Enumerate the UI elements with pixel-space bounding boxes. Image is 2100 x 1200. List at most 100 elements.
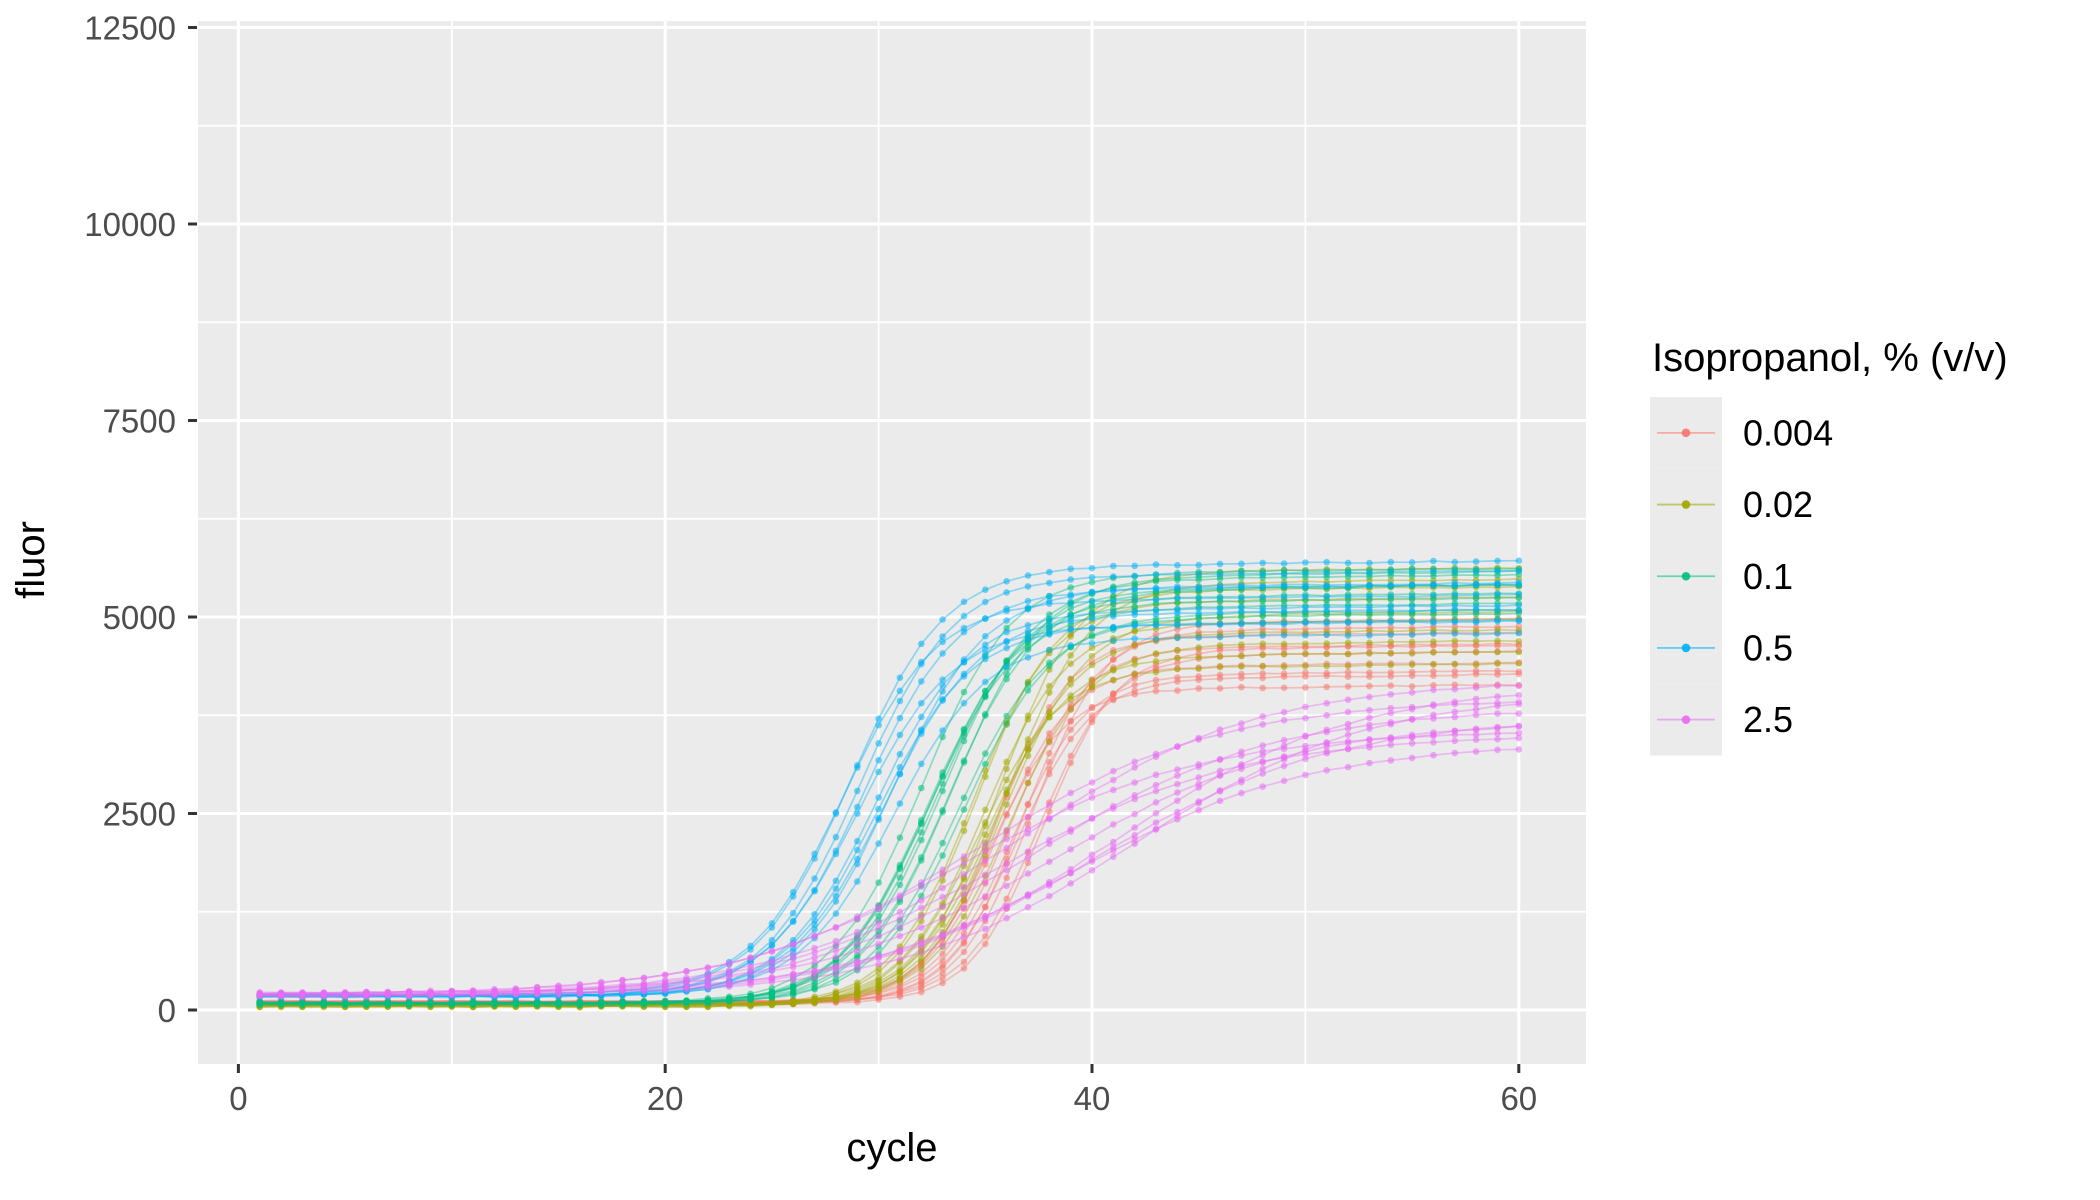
data-point-0.004 <box>1280 673 1288 680</box>
data-point-0.02 <box>1174 654 1181 662</box>
data-point-0.5 <box>1088 564 1096 572</box>
data-point-2.5 <box>982 847 989 855</box>
y-tick-label: 0 <box>158 992 176 1029</box>
data-point-2.5 <box>1195 763 1202 771</box>
data-point-2.5 <box>1387 704 1395 712</box>
legend-item-label: 0.1 <box>1743 556 1793 597</box>
data-point-0.004 <box>1323 683 1330 691</box>
data-point-2.5 <box>1003 914 1010 922</box>
data-point-0.02 <box>1344 639 1352 646</box>
data-point-0.5 <box>896 731 904 739</box>
data-point-0.5 <box>875 757 882 764</box>
data-point-2.5 <box>683 968 690 975</box>
y-tick-label: 10000 <box>84 206 176 243</box>
data-point-0.004 <box>939 950 946 958</box>
data-point-0.5 <box>939 697 946 704</box>
data-point-2.5 <box>1451 749 1459 757</box>
amplification-curve-line-0.02 <box>259 628 1519 1006</box>
data-point-2.5 <box>320 992 328 1000</box>
data-point-2.5 <box>1131 779 1138 786</box>
data-point-0.5 <box>1515 578 1523 586</box>
data-point-0.5 <box>1174 583 1181 590</box>
data-point-2.5 <box>1302 703 1309 711</box>
data-point-2.5 <box>1366 693 1373 701</box>
data-point-0.5 <box>1472 558 1480 565</box>
data-point-2.5 <box>960 891 968 898</box>
amplification-curve-line-2.5 <box>259 725 1519 995</box>
data-point-0.004 <box>939 957 946 964</box>
data-point-0.5 <box>1152 635 1160 643</box>
data-point-2.5 <box>918 924 925 931</box>
data-point-0.5 <box>1110 573 1117 580</box>
data-point-2.5 <box>1323 767 1330 774</box>
data-point-0.004 <box>1259 684 1266 692</box>
data-point-0.02 <box>1515 660 1523 667</box>
amplification-curve-line-0.1 <box>259 573 1519 1004</box>
data-point-0.02 <box>982 806 989 814</box>
data-point-0.02 <box>1003 801 1010 808</box>
data-point-2.5 <box>341 992 349 1000</box>
panel-background <box>198 21 1586 1064</box>
data-point-2.5 <box>1515 729 1523 737</box>
data-point-0.02 <box>1024 746 1032 753</box>
data-point-0.004 <box>1216 675 1224 682</box>
data-point-0.5 <box>1003 589 1010 596</box>
data-point-0.5 <box>1174 571 1181 578</box>
data-point-0.5 <box>939 638 946 646</box>
data-point-2.5 <box>1344 708 1352 716</box>
data-point-2.5 <box>576 990 584 997</box>
data-point-2.5 <box>1152 799 1160 806</box>
data-point-0.1 <box>939 780 946 788</box>
data-point-0.02 <box>1494 660 1501 667</box>
data-point-0.5 <box>1408 607 1416 615</box>
data-point-2.5 <box>1238 720 1245 727</box>
data-point-2.5 <box>789 970 797 978</box>
data-point-0.5 <box>875 840 882 847</box>
data-point-0.004 <box>960 948 968 956</box>
data-point-0.004 <box>1024 766 1032 773</box>
data-point-0.5 <box>854 846 861 854</box>
data-point-2.5 <box>1003 903 1010 910</box>
amplification-curve-line-2.5 <box>259 703 1519 997</box>
data-point-2.5 <box>1408 715 1416 723</box>
data-point-0.5 <box>1088 598 1096 605</box>
data-point-2.5 <box>1259 742 1266 749</box>
data-point-0.5 <box>1174 561 1181 569</box>
amplification-curve-line-0.1 <box>259 596 1519 1005</box>
data-point-2.5 <box>1280 756 1288 763</box>
amplification-curve-line-0.5 <box>259 619 1519 998</box>
data-point-2.5 <box>1472 736 1480 743</box>
data-point-0.5 <box>1024 636 1032 643</box>
data-point-0.5 <box>1216 570 1224 578</box>
data-point-0.5 <box>1344 581 1352 588</box>
data-point-0.5 <box>811 855 818 862</box>
data-point-2.5 <box>1238 725 1245 733</box>
data-point-0.1 <box>939 787 946 795</box>
data-point-0.02 <box>1131 657 1138 664</box>
data-point-0.5 <box>1494 567 1501 575</box>
data-point-0.02 <box>1003 790 1010 797</box>
data-point-2.5 <box>1344 696 1352 703</box>
data-point-2.5 <box>1472 700 1480 708</box>
data-point-0.004 <box>1344 683 1352 690</box>
data-point-0.1 <box>832 979 840 986</box>
data-point-2.5 <box>939 942 946 949</box>
data-point-0.5 <box>1323 607 1330 615</box>
data-point-0.004 <box>1430 682 1437 689</box>
data-point-0.5 <box>1280 619 1288 627</box>
data-point-0.1 <box>256 999 264 1007</box>
data-point-0.004 <box>1280 645 1288 653</box>
legend-key-point <box>1681 500 1691 509</box>
data-point-0.02 <box>1238 663 1245 670</box>
data-point-2.5 <box>939 932 946 939</box>
data-point-0.02 <box>1451 648 1459 656</box>
data-point-0.5 <box>1302 569 1309 576</box>
data-point-0.5 <box>1366 593 1373 600</box>
data-point-2.5 <box>1259 783 1266 790</box>
data-point-2.5 <box>1451 737 1459 745</box>
amplification-curve-line-2.5 <box>259 701 1519 995</box>
data-point-0.5 <box>1366 569 1373 576</box>
data-point-0.02 <box>1003 776 1010 784</box>
data-point-0.02 <box>1067 675 1074 683</box>
data-point-0.5 <box>1472 606 1480 614</box>
